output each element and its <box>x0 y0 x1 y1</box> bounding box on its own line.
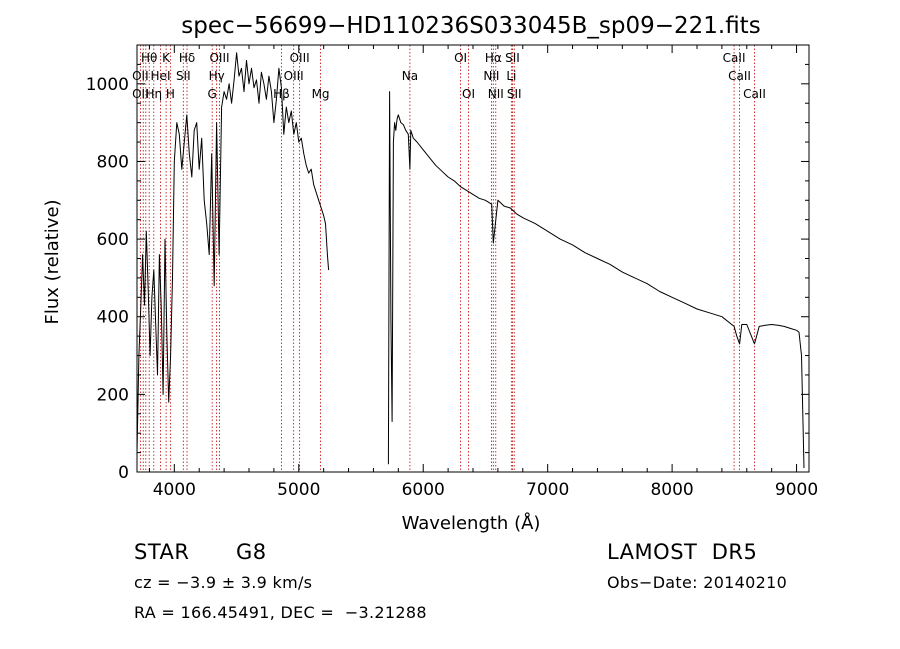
spectrum-segment-1 <box>387 91 805 469</box>
x-tick-label-4000: 4000 <box>153 480 196 500</box>
line-annotation-24: OI <box>462 87 475 101</box>
y-tick-label-400: 400 <box>97 308 129 328</box>
line-annotation-25: NII <box>488 87 504 101</box>
line-annotation-11: SII <box>176 69 191 83</box>
y-tick-label-200: 200 <box>97 385 129 405</box>
chart-title: spec−56699−HD110236S033045B_sp09−221.fit… <box>181 13 760 39</box>
observation-date: Obs−Date: 20140210 <box>607 573 788 592</box>
line-annotation-26: SII <box>507 87 522 101</box>
x-tick-label-8000: 8000 <box>650 480 693 500</box>
survey-label: LAMOST DR5 <box>607 540 758 564</box>
line-annotation-2: Hδ <box>179 51 195 65</box>
line-annotation-27: CaII <box>743 87 766 101</box>
line-annotation-12: Hγ <box>209 69 225 83</box>
ra-dec-coordinates: RA = 166.45491, DEC = −3.21288 <box>134 603 427 622</box>
x-tick-label-5000: 5000 <box>277 480 320 500</box>
line-marks-layer <box>139 45 755 472</box>
line-annotation-23: Mg <box>312 87 330 101</box>
line-annotation-16: Li <box>506 69 516 83</box>
line-annotation-10: HeI <box>151 69 171 83</box>
x-axis-label: Wavelength (Å) <box>402 512 541 534</box>
line-annotation-21: G <box>208 87 217 101</box>
x-tick-label-9000: 9000 <box>775 480 818 500</box>
spectrum-segment-0 <box>136 52 330 453</box>
y-tick-label-0: 0 <box>118 463 129 483</box>
line-annotation-7: SII <box>505 51 520 65</box>
y-tick-label-1000: 1000 <box>86 75 129 95</box>
line-annotation-6: Hα <box>485 51 502 65</box>
object-subclass: G8 <box>236 540 267 564</box>
object-class: STAR <box>134 540 190 564</box>
y-axis-ticks: 0 200 400 600 800 1000 <box>86 63 809 483</box>
redshift-cz: cz = −3.9 ± 3.9 km/s <box>134 573 313 592</box>
line-annotation-15: NII <box>483 69 499 83</box>
line-annotation-13: OIII <box>284 69 304 83</box>
line-annotation-1: K <box>162 51 171 65</box>
y-tick-label-600: 600 <box>97 230 129 250</box>
line-annotation-0: Hθ <box>141 51 157 65</box>
plot-frame <box>136 44 810 473</box>
line-annotation-19: Hη <box>145 87 162 101</box>
y-tick-label-800: 800 <box>97 152 129 172</box>
line-annotation-18: OII <box>132 87 149 101</box>
line-annotation-4: OIII <box>290 51 310 65</box>
y-axis-label: Flux (relative) <box>42 199 63 324</box>
spectrum-layer <box>136 52 805 469</box>
line-annotation-8: CaII <box>723 51 746 65</box>
line-annotation-20: H <box>166 87 175 101</box>
x-axis-ticks: 4000 5000 6000 7000 8000 9000 <box>148 45 818 500</box>
x-tick-label-7000: 7000 <box>526 480 569 500</box>
line-annotation-17: CaII <box>728 69 751 83</box>
line-annotation-14: Na <box>402 69 418 83</box>
line-annotation-3: OIII <box>209 51 229 65</box>
line-annotation-5: OI <box>454 51 467 65</box>
line-annotation-9: OII <box>132 69 149 83</box>
x-tick-label-6000: 6000 <box>402 480 445 500</box>
